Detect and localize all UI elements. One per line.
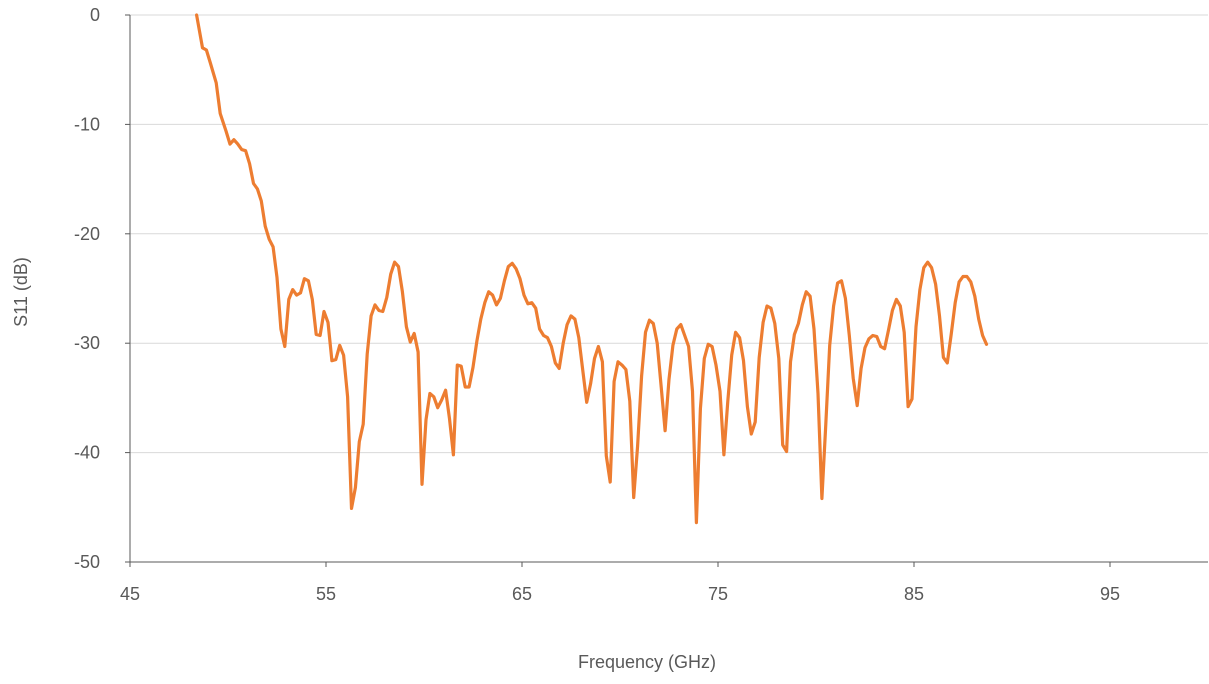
axes — [125, 14, 1208, 567]
y-tick-labels: 0 -10 -20 -30 -40 -50 — [74, 5, 100, 572]
y-tick-label: -10 — [74, 114, 100, 134]
y-axis-title: S11 (dB) — [11, 257, 31, 327]
y-tick-label: -30 — [74, 333, 100, 353]
gridlines — [130, 14, 1208, 454]
x-tick-label: 45 — [120, 584, 140, 604]
x-axis-title: Frequency (GHz) — [578, 652, 716, 672]
y-tick-label: -20 — [74, 224, 100, 244]
s11-series-line — [195, 13, 989, 525]
x-tick-label: 55 — [316, 584, 336, 604]
x-tick-label: 85 — [904, 584, 924, 604]
x-tick-label: 75 — [708, 584, 728, 604]
x-tick-labels: 45 55 65 75 85 95 — [120, 584, 1120, 604]
x-tick-label: 65 — [512, 584, 532, 604]
x-tick-label: 95 — [1100, 584, 1120, 604]
y-tick-label: -50 — [74, 552, 100, 572]
y-tick-label: 0 — [90, 5, 100, 25]
y-tick-label: -40 — [74, 443, 100, 463]
series-layer — [195, 13, 989, 525]
